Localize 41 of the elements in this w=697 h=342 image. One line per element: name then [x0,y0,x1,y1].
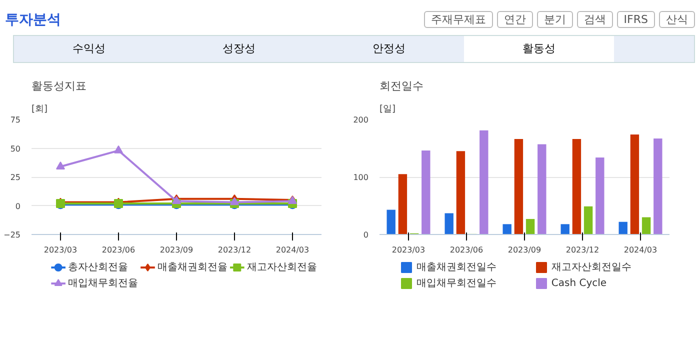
legend-label: 재고자산회전일수 [551,262,632,273]
y-axis-title: [회] [32,104,48,114]
y-tick-label: 0 [15,202,21,211]
y-tick-label: 50 [10,144,21,154]
text: 수익성 [72,41,106,57]
legend-label: 매입채무회전율 [68,278,138,289]
y-axis-title: [일] [380,104,396,114]
x-tick-label: 2023/12 [566,246,600,254]
legend-label: 재고자산회전율 [246,262,317,273]
x-tick-label: 2023/03 [44,246,78,254]
legend-label: Cash Cycle [551,278,607,289]
text: 연간 [496,11,533,28]
y-tick-label: 0 [363,230,369,240]
legend-label: 매출채권회전일수 [416,262,496,273]
text: IFRS [616,11,655,28]
y-tick-label: 100 [353,173,369,182]
text: 투자분석 [5,11,61,30]
y-tick-label: −25 [4,230,21,240]
x-tick-label: 2024/03 [624,246,658,254]
legend-label: 매입채무회전일수 [416,278,496,289]
legend-label: 매출채권회전율 [158,262,228,273]
text: 산식 [659,11,695,28]
y-tick-label: 200 [353,116,369,124]
x-tick-label: 2023/06 [450,246,484,254]
text: 분기 [536,11,573,28]
text: 검색 [576,11,613,28]
legend-label: 총자산회전율 [68,262,128,273]
y-tick-label: 75 [10,116,21,124]
text: 안정성 [372,41,406,57]
text: 성장성 [222,41,256,57]
x-tick-label: 2023/09 [160,246,194,254]
x-tick-label: 2023/06 [102,246,136,254]
chart-title: 회전일수 [380,80,424,92]
x-tick-label: 2023/03 [392,246,426,254]
x-tick-label: 2023/12 [218,246,252,254]
x-tick-label: 2023/09 [508,246,542,254]
chart-title: 활동성지표 [32,80,86,92]
y-tick-label: 25 [10,173,21,182]
x-tick-label: 2024/03 [276,246,310,254]
text: 주재무제표 [424,11,493,28]
text: 활동성 [464,36,614,62]
